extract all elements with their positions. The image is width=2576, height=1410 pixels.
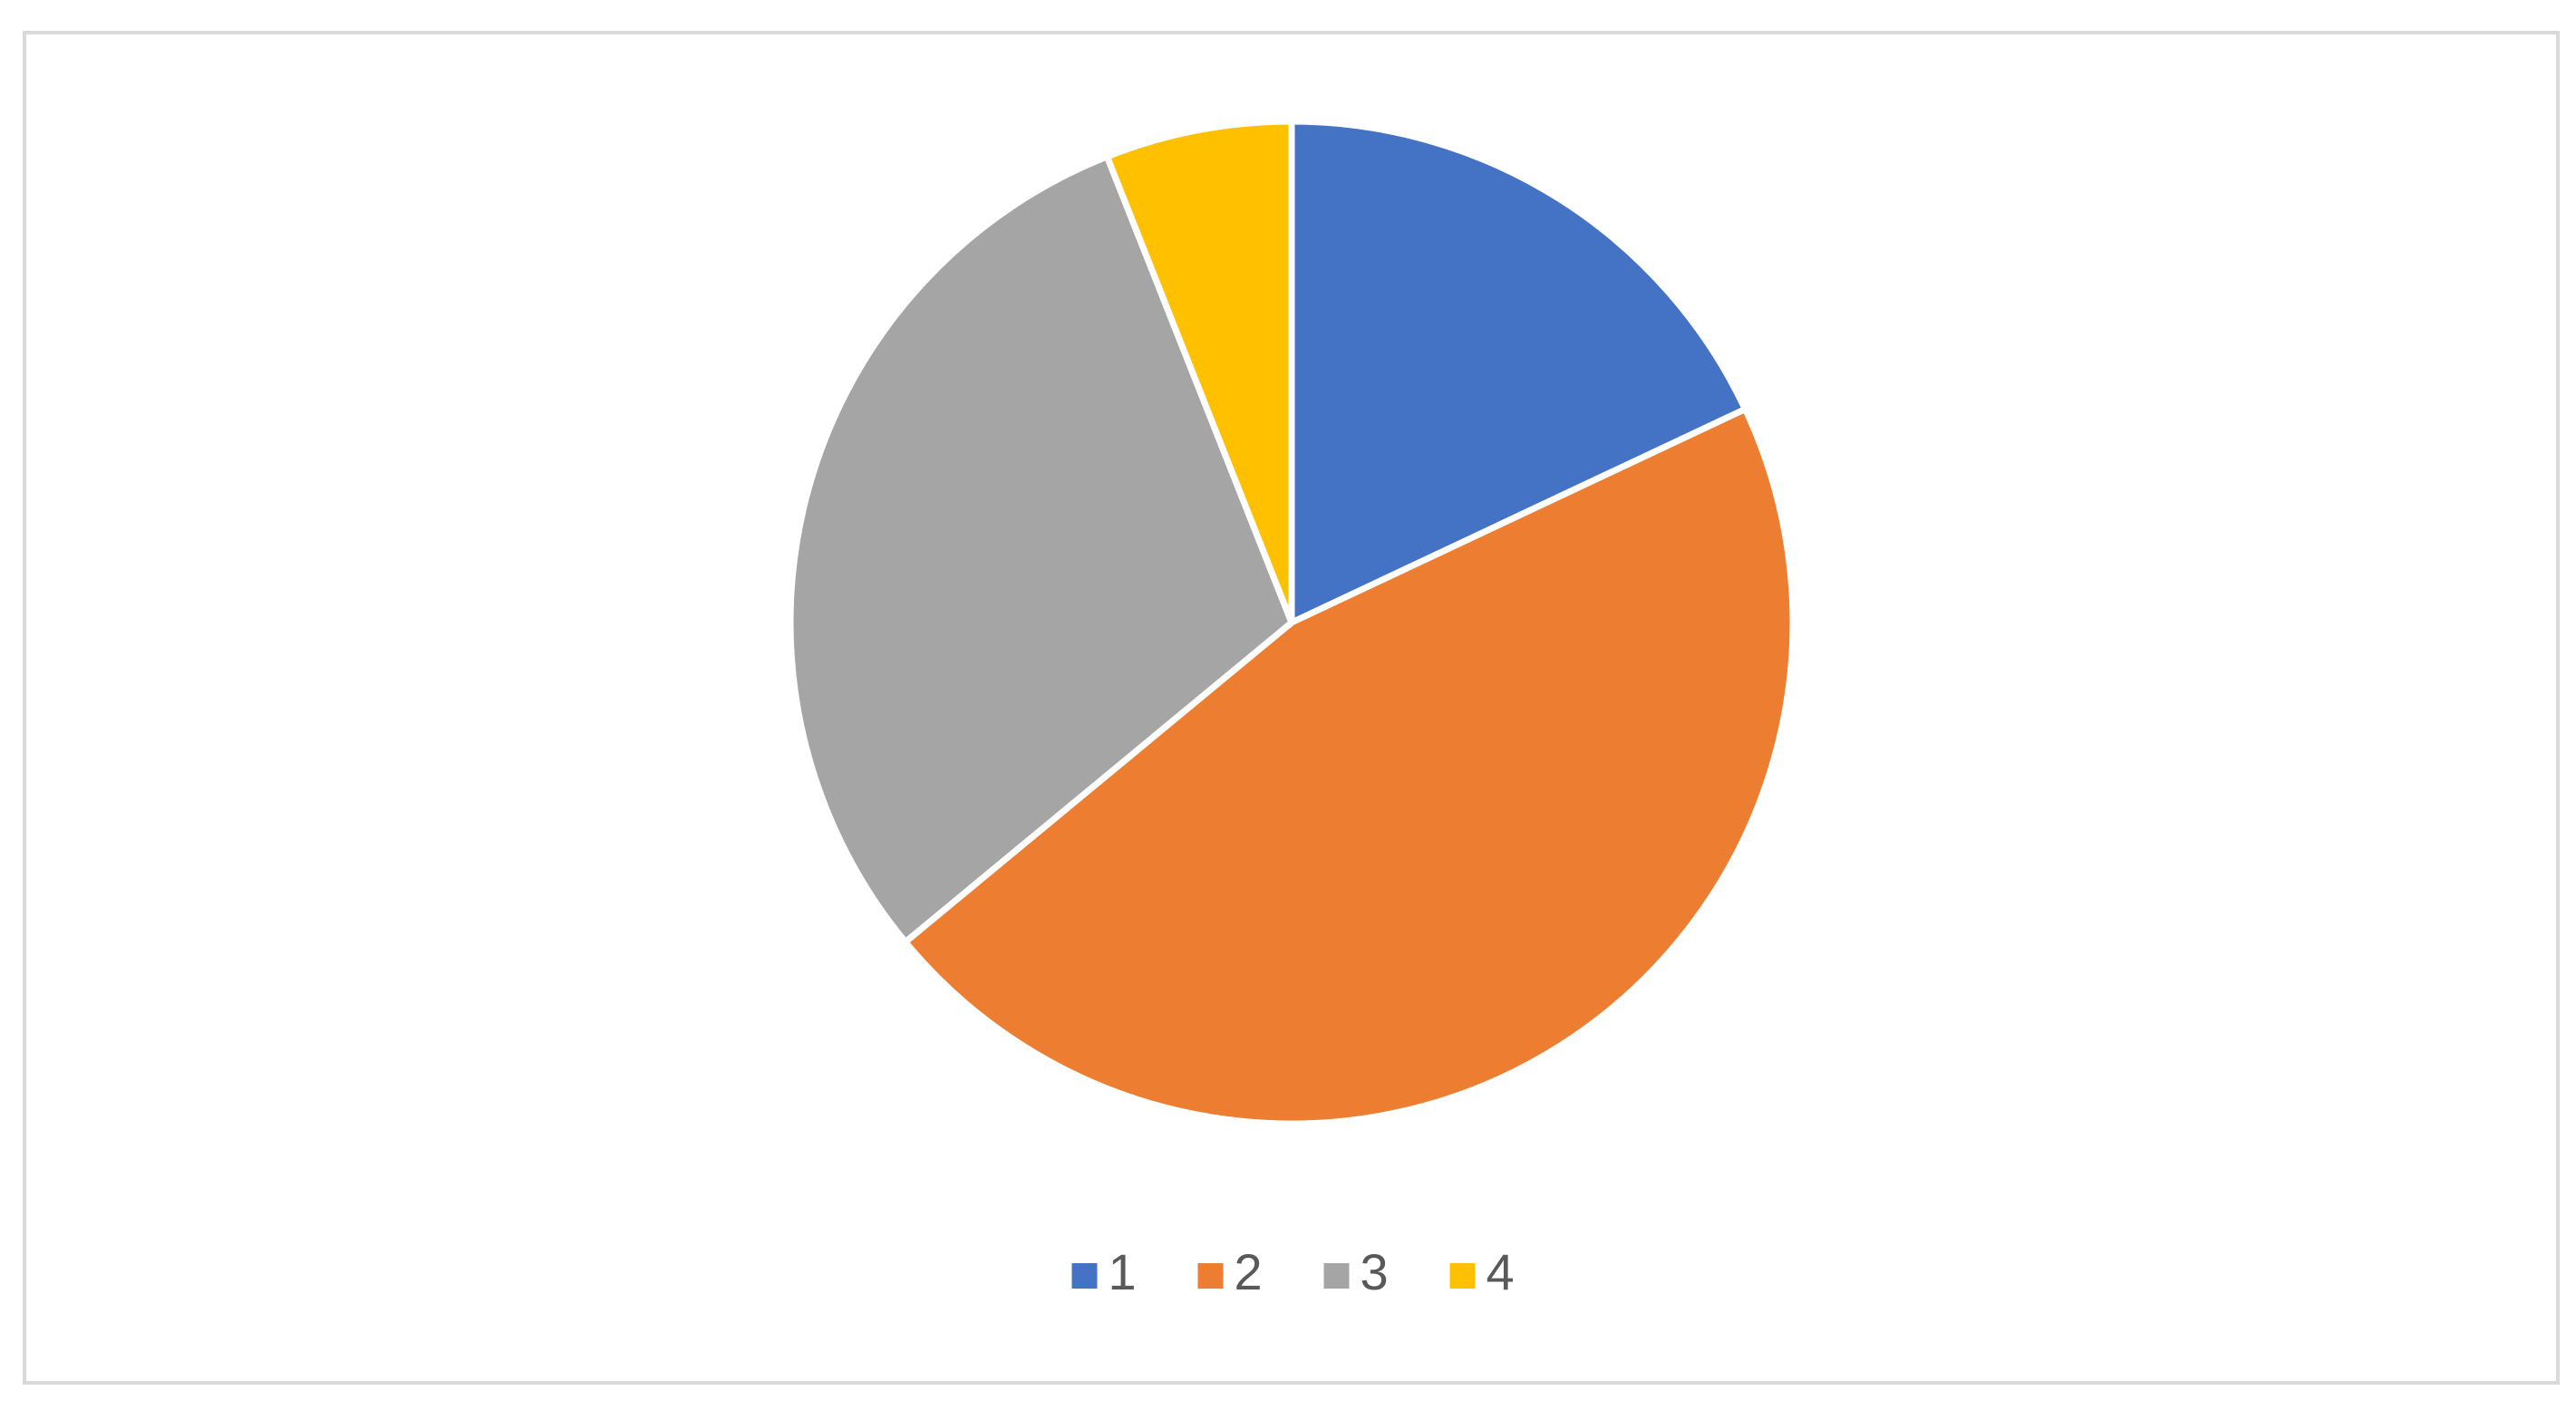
- legend-label: 4: [1487, 1243, 1515, 1300]
- pie-slice: [1102, 118, 1295, 624]
- legend-swatch: [1197, 1263, 1224, 1289]
- legend-label: 2: [1235, 1243, 1263, 1300]
- pie-slice: [900, 404, 1796, 1127]
- legend-swatch: [1449, 1263, 1476, 1289]
- legend-swatch: [1071, 1263, 1098, 1289]
- legend-label: 1: [1109, 1243, 1137, 1300]
- pie-slice: [1288, 118, 1750, 628]
- legend-swatch: [1323, 1263, 1350, 1289]
- legend-label: 3: [1361, 1243, 1389, 1300]
- pie-slice: [787, 152, 1296, 947]
